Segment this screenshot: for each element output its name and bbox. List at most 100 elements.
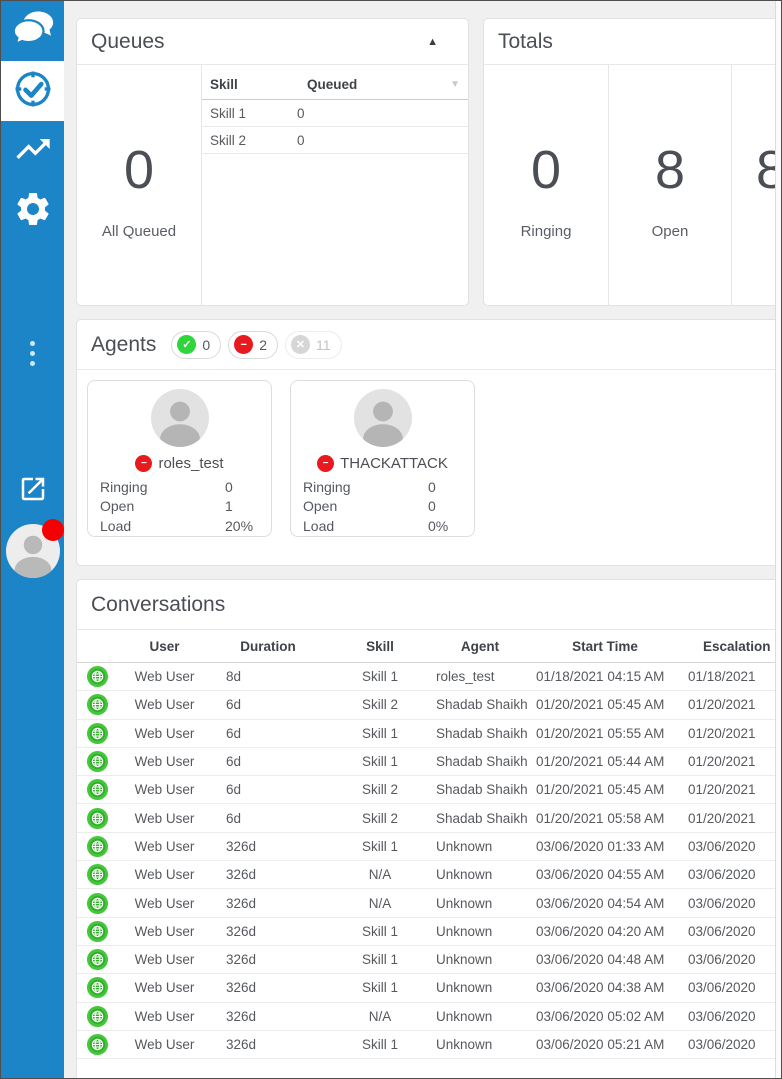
agents-header: Agents ✓ 0 − 2 ✕ 11 [77,320,781,370]
cell-start-time: 03/06/2020 04:48 AM [536,952,665,968]
web-globe-icon [77,948,117,971]
collapse-arrow-icon[interactable]: ▲ [427,35,438,48]
queues-table-header[interactable]: Skill Queued ▼ [202,70,468,100]
clock-check-icon [13,69,53,114]
cell-escalation: 01/20/2021 [688,754,756,770]
agent-status-badge-logged-off[interactable]: ✕ 11 [284,330,342,359]
cell-start-time: 03/06/2020 04:54 AM [536,895,665,911]
conversation-row[interactable]: Web User 6d Skill 1 Shadab Shaikh 01/20/… [77,747,781,777]
conversation-row[interactable]: Web User 6d Skill 2 Shadab Shaikh 01/20/… [77,804,781,833]
cell-user: Web User [134,952,195,968]
conversation-row[interactable]: Web User 6d Skill 2 Shadab Shaikh 01/20/… [77,691,781,720]
cell-agent: Unknown [436,1008,493,1024]
cell-escalation: 01/20/2021 [688,725,756,741]
web-globe-icon [77,920,117,943]
cell-duration: 326d [226,867,257,883]
sidebar-item-dashboard[interactable] [1,61,64,121]
col-start-time[interactable]: Start Time [572,638,638,654]
stat-value: 1 [225,498,233,515]
agents-badges: ✓ 0 − 2 ✕ 11 [171,330,342,359]
sidebar-item-reports[interactable] [1,121,64,181]
agent-card[interactable]: − THACKATTACK Ringing 0 Open 0 Load 0% [290,380,475,537]
cell-skill: Skill 1 [361,980,398,996]
totals-header: Totals [484,19,781,65]
queues-header: Queues ▲ [77,19,468,65]
col-agent[interactable]: Agent [460,638,500,654]
external-link-icon [18,474,48,509]
sidebar-more-menu[interactable] [1,331,64,375]
col-skill[interactable]: Skill [366,638,394,654]
cell-start-time: 03/06/2020 01:33 AM [536,838,665,854]
col-escalation[interactable]: Escalation [703,638,771,654]
cell-duration: 326d [226,923,257,939]
col-duration[interactable]: Duration [240,638,296,654]
cell-skill: Skill 1 [361,669,398,685]
kebab-dots-icon [30,340,35,346]
cell-escalation: 03/06/2020 [688,1008,756,1024]
cell-user: Web User [134,1008,195,1024]
cell-skill: Skill 2 [361,697,398,713]
queue-row[interactable]: Skill 1 0 [202,100,468,127]
sidebar-item-conversations[interactable] [1,1,64,61]
conversation-row[interactable]: Web User 6d Skill 1 Shadab Shaikh 01/20/… [77,719,781,748]
stat-value: 0 [428,478,436,495]
stat-label: Open [100,498,135,515]
filter-arrow-icon[interactable]: ▼ [450,79,460,90]
cell-user: Web User [134,867,195,883]
conversations-table-header: User Duration Skill Agent Start Time Esc… [77,630,781,663]
cell-escalation: 03/06/2020 [688,895,756,911]
col-queued: Queued [307,77,358,92]
conversation-row[interactable]: Web User 326d N/A Unknown 03/06/2020 04:… [77,889,781,918]
cell-agent: Shadab Shaikh [436,697,528,713]
cell-skill: Skill 1 [361,952,398,968]
cell-agent: Shadab Shaikh [436,810,528,826]
queues-table-rows: Skill 1 0 Skill 2 0 [202,100,468,154]
web-globe-icon [77,722,117,745]
all-queued-value: 0 [123,140,155,200]
web-globe-icon [77,750,117,773]
cell-escalation: 03/06/2020 [688,923,756,939]
conversation-row[interactable]: Web User 326d Skill 1 Unknown 03/06/2020… [77,974,781,1003]
status-count: 2 [259,336,267,353]
cell-skill: Skill 1 [361,725,398,741]
queue-row[interactable]: Skill 2 0 [202,127,468,154]
stat-value: 0 [530,140,562,200]
sidebar-popout-button[interactable] [1,469,64,513]
agent-status-badge-busy[interactable]: − 2 [228,330,278,359]
chat-bubbles-icon [12,9,54,54]
user-avatar[interactable] [6,519,64,578]
conversation-row[interactable]: Web User 326d Skill 1 Unknown 03/06/2020… [77,945,781,975]
cell-user: Web User [134,980,195,996]
agents-cards: − roles_test Ringing 0 Open 1 Load 20% − TH… [77,370,781,537]
web-globe-icon [77,1033,117,1056]
agent-name: roles_test [158,454,224,472]
conversation-row[interactable]: Web User 326d N/A Unknown 03/06/2020 05:… [77,1002,781,1031]
cell-start-time: 01/20/2021 05:45 AM [536,782,665,798]
totals-body: 0 Ringing 8 Open 8 [484,65,781,306]
conversation-row[interactable]: Web User 326d Skill 1 Unknown 03/06/2020… [77,832,781,862]
conversation-row[interactable]: Web User 8d Skill 1 roles_test 01/18/202… [77,663,781,692]
cell-user: Web User [134,725,195,741]
cell-duration: 326d [226,1037,257,1052]
cell-agent: Shadab Shaikh [436,725,528,741]
agent-status-badge-available[interactable]: ✓ 0 [171,330,222,359]
agent-name: THACKATTACK [340,454,448,472]
stat-label: Load [100,517,132,534]
scrollbar-track[interactable] [775,1,781,1078]
agent-card[interactable]: − roles_test Ringing 0 Open 1 Load 20% [87,380,272,537]
web-globe-icon [77,665,117,688]
sidebar-item-settings[interactable] [1,181,64,241]
cell-user: Web User [134,1037,195,1052]
col-user[interactable]: User [149,638,180,654]
web-globe-icon [77,863,117,886]
conversation-row[interactable]: Web User 326d Skill 1 Unknown 03/06/2020… [77,1030,781,1060]
queue-skill-name: Skill 1 [210,105,247,121]
conversation-row[interactable]: Web User 6d Skill 2 Shadab Shaikh 01/20/… [77,776,781,805]
agent-avatar [353,389,412,447]
cell-duration: 326d [226,980,257,996]
web-globe-icon [77,778,117,801]
cell-duration: 8d [226,669,242,685]
conversation-row[interactable]: Web User 326d Skill 1 Unknown 03/06/2020… [77,917,781,946]
conversation-row[interactable]: Web User 326d N/A Unknown 03/06/2020 04:… [77,861,781,890]
